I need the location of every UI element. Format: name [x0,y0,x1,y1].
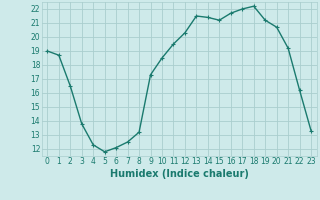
X-axis label: Humidex (Indice chaleur): Humidex (Indice chaleur) [110,169,249,179]
